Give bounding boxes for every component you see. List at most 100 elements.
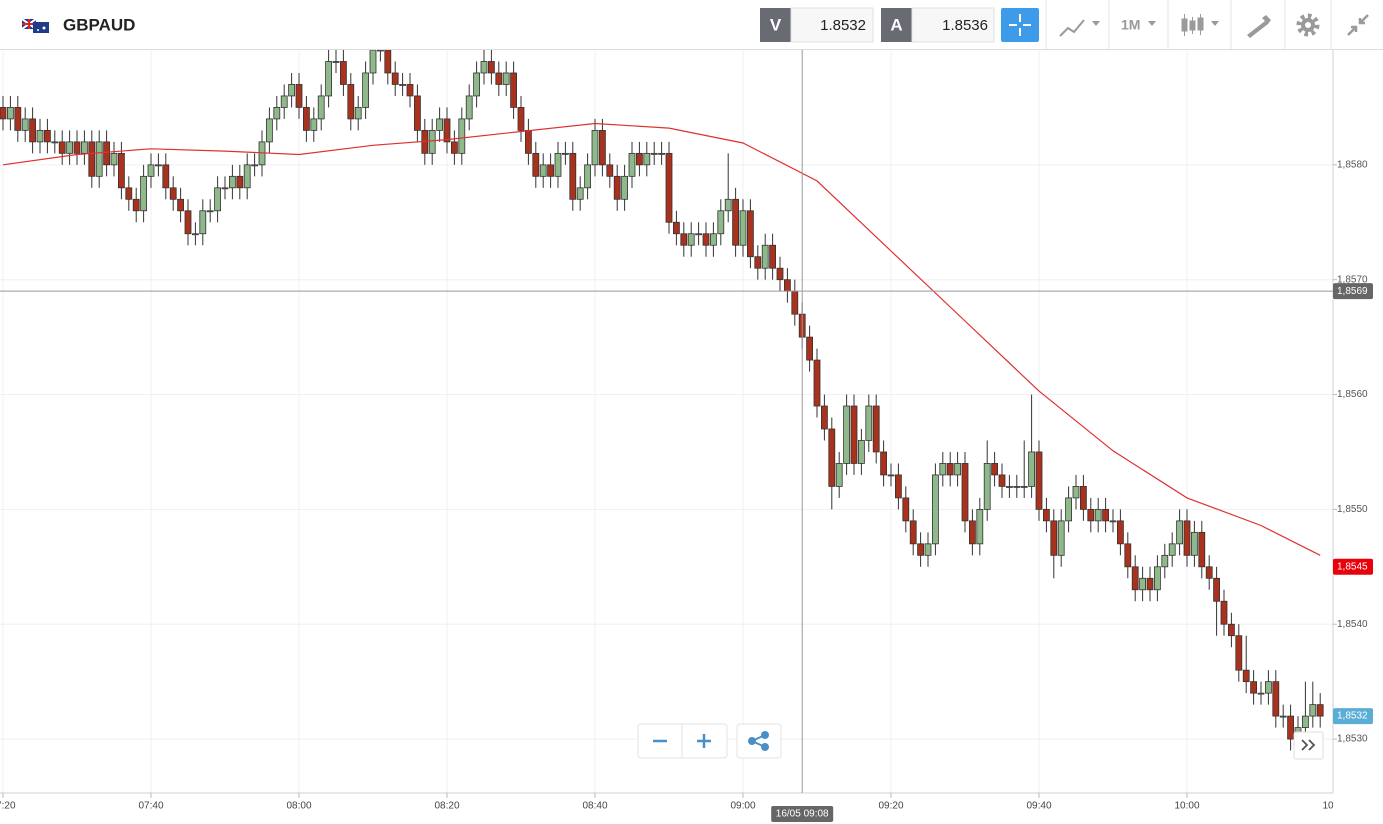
x-tick-label: 10:00 <box>1174 801 1199 812</box>
candle-body <box>243 164 251 189</box>
candle-body <box>1013 486 1021 488</box>
bid-price: 1.8532 <box>820 17 866 34</box>
candle-body <box>858 440 865 464</box>
candle-body <box>517 107 525 131</box>
header-bg <box>0 0 1383 50</box>
candle-body <box>1235 635 1243 671</box>
plot <box>0 38 1324 751</box>
candle-body <box>1191 531 1198 556</box>
candle-body <box>125 187 133 200</box>
candle-body <box>436 118 444 131</box>
candle-body <box>339 61 347 85</box>
timeframe[interactable]: 1M <box>1121 17 1140 33</box>
candle-body <box>347 84 355 120</box>
candle-body <box>739 210 747 246</box>
candle-body <box>895 474 902 499</box>
price-label: 1,8545 <box>1337 561 1368 572</box>
candle-body <box>428 129 436 154</box>
candle-body <box>673 221 680 235</box>
candle-body <box>569 152 577 200</box>
ask-price: 1.8536 <box>942 17 988 34</box>
y-tick-label: 1,8540 <box>1337 619 1368 630</box>
candle-body <box>1035 451 1043 510</box>
crosshair-button[interactable] <box>1001 8 1039 42</box>
candle-body <box>450 141 458 154</box>
candle-body <box>1028 451 1035 487</box>
candle-body <box>406 84 414 97</box>
candle-body <box>384 49 392 74</box>
x-tick-label: 09:40 <box>1026 801 1051 812</box>
moving-average <box>2 122 1321 556</box>
candle-body <box>554 152 562 177</box>
candle-body <box>310 118 318 131</box>
candle-body <box>154 164 162 167</box>
candle-body <box>776 267 784 281</box>
candle-body <box>265 118 273 143</box>
draw-tool-button[interactable] <box>1247 15 1271 38</box>
candle-body <box>539 164 547 177</box>
candle-body <box>1131 566 1139 591</box>
candle-body <box>51 141 59 144</box>
candle-body <box>214 187 222 212</box>
candle-body <box>976 508 984 545</box>
bid-label: V <box>770 15 782 34</box>
candle-body <box>354 107 362 120</box>
candle-body <box>887 474 895 477</box>
candle-body <box>909 520 917 545</box>
scroll-end-icon <box>1301 739 1316 751</box>
candle-body <box>969 520 976 545</box>
candle-body <box>14 107 22 131</box>
collapse-button[interactable] <box>1347 14 1369 36</box>
candle-body <box>251 164 259 167</box>
candle-type-button[interactable] <box>1181 14 1219 36</box>
chart-type-button[interactable] <box>1059 19 1100 37</box>
candle-body <box>636 152 643 166</box>
candle-body <box>791 290 799 315</box>
candle-body <box>717 210 725 235</box>
zoom-in-button[interactable] <box>697 734 711 748</box>
candle-body <box>473 72 481 97</box>
candle-body <box>1072 486 1080 499</box>
candle-body <box>295 84 303 108</box>
scroll-end-button[interactable] <box>1293 731 1324 760</box>
ask-badge[interactable] <box>881 8 912 42</box>
y-tick-label: 1,8580 <box>1337 159 1368 170</box>
x-tick-label: 10:20 <box>1322 801 1347 812</box>
candle-body <box>480 61 488 74</box>
candle-body <box>177 198 185 212</box>
candle-body <box>1057 520 1065 556</box>
candle-body <box>81 141 88 154</box>
candle-body <box>1117 520 1124 545</box>
crosshair-time-label: 16/05 09:08 <box>776 809 829 820</box>
candle-body <box>169 187 177 200</box>
bid-box[interactable] <box>790 7 874 43</box>
candle-body <box>932 474 939 545</box>
candle-body <box>103 141 110 166</box>
share-button[interactable] <box>736 723 782 759</box>
candle-body <box>140 175 148 212</box>
symbol: GBPAUD <box>63 15 135 34</box>
price-label-box <box>1333 708 1373 725</box>
candle-body <box>1257 692 1265 695</box>
bid-badge[interactable] <box>760 8 791 42</box>
candle-body <box>317 95 325 120</box>
candle-body <box>835 463 843 487</box>
candle-body <box>599 129 606 166</box>
candle-body <box>1050 520 1058 556</box>
settings-button[interactable] <box>1296 13 1320 37</box>
candle-body <box>21 118 29 131</box>
candle-body <box>362 72 370 108</box>
candle-body <box>162 164 170 189</box>
candle-body <box>710 233 717 246</box>
candle-body <box>487 61 495 74</box>
candle-body <box>532 152 540 177</box>
candle-body <box>1109 520 1117 523</box>
candle-body <box>1139 577 1146 591</box>
x-tick-label: 09:20 <box>878 801 903 812</box>
ask-box[interactable] <box>911 7 995 43</box>
candle-body <box>1250 681 1257 694</box>
candle-body <box>850 405 858 464</box>
ask-label: A <box>890 15 902 34</box>
